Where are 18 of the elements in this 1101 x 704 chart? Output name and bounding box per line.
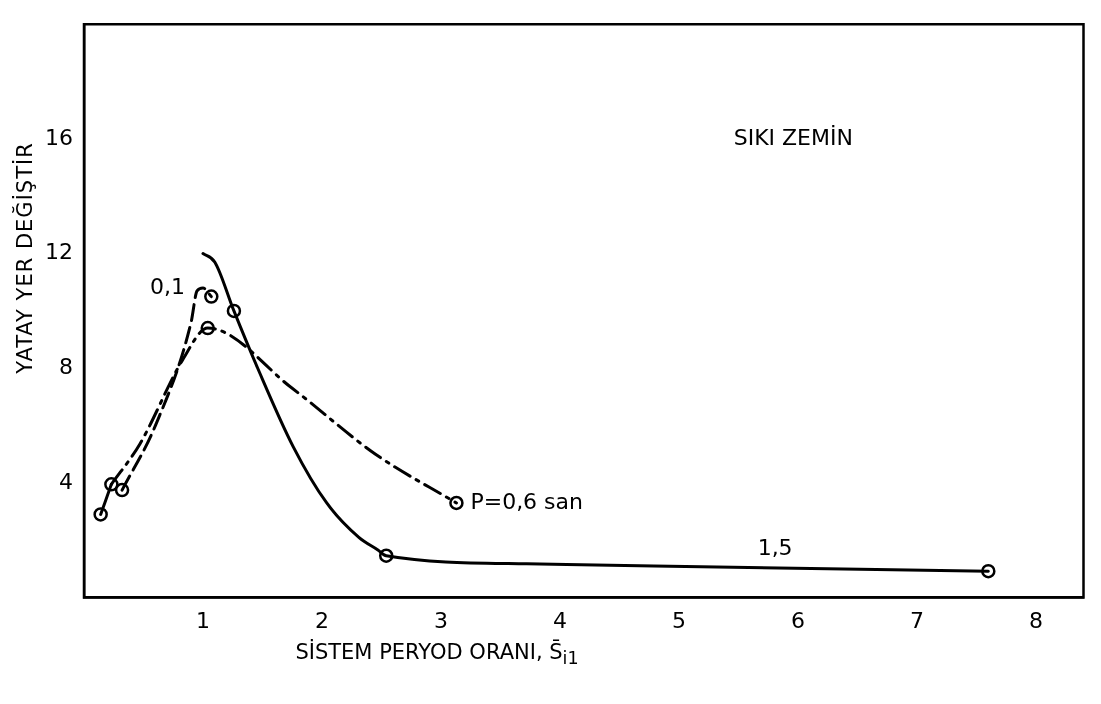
x-tick-label: 7 [909, 607, 924, 633]
x-tick-label: 3 [433, 607, 448, 633]
x-tick-label: 2 [314, 607, 329, 633]
x-tick-label: 1 [195, 607, 210, 633]
y-axis-title: YATAY YER DEĞİŞTİR [13, 142, 37, 374]
y-tick-label: 4 [58, 468, 73, 494]
annotation: SIKI ZEMİN [733, 124, 853, 150]
x-axis-title: SİSTEM PERYOD ORANI, S̄$_{i1}$ [294, 640, 580, 669]
y-tick-label: 8 [58, 353, 73, 379]
x-tick-label: 6 [790, 607, 805, 633]
y-tick-label: 12 [44, 239, 73, 265]
series-label: 1,5 [757, 534, 793, 560]
series-label: 0,1 [149, 273, 185, 299]
x-tick-label: 8 [1028, 607, 1043, 633]
x-tick-label: 5 [671, 607, 686, 633]
x-tick-label: 4 [552, 607, 567, 633]
series-label: P=0,6 san [470, 488, 584, 514]
y-tick-label: 16 [44, 124, 73, 150]
